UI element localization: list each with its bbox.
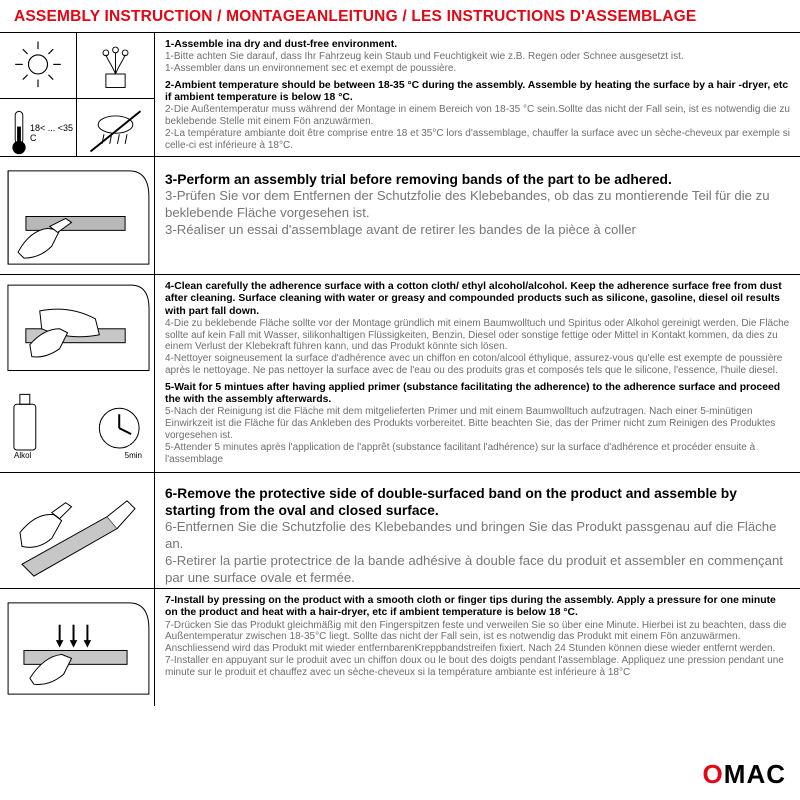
page: ASSEMBLY INSTRUCTION / MONTAGEANLEITUNG …	[0, 0, 800, 800]
step-text-6: 6-Remove the protective side of double-s…	[155, 473, 800, 588]
step-row-1: 18< ... <35 C 1-Assemble ina dry and dus…	[0, 32, 800, 156]
step-row-3: Alkol 5min 4-Clean carefully the adheren…	[0, 274, 800, 472]
illustration-env-temp: 18< ... <35 C	[0, 33, 155, 156]
step6-de: 6-Entfernen Sie die Schutzfolie des Kleb…	[165, 519, 790, 553]
illustration-clean-primer: Alkol 5min	[0, 275, 155, 472]
temp-range-label: 18< ... <35 C	[30, 123, 76, 143]
step7-fr: 7-Installer en appuyant sur le produit a…	[165, 655, 790, 679]
illustration-press	[0, 589, 155, 706]
bottle-label: Alkol	[14, 451, 31, 460]
step6-fr: 6-Retirer la partie protectrice de la ba…	[165, 553, 790, 587]
plant-icon	[77, 33, 154, 99]
illustration-trial	[0, 157, 155, 274]
step-row-4: 6-Remove the protective side of double-s…	[0, 472, 800, 588]
brand-logo: OMAC	[703, 759, 786, 790]
no-rain-icon	[77, 99, 154, 164]
step2-fr: 2-La température ambiante doit être comp…	[165, 128, 790, 152]
step5-en: 5-Wait for 5 mintues after having applie…	[165, 382, 790, 407]
brand-o: O	[703, 759, 724, 789]
header: ASSEMBLY INSTRUCTION / MONTAGEANLEITUNG …	[0, 0, 800, 32]
step5-fr: 5-Attender 5 minutes après l'application…	[165, 442, 790, 466]
step7-de: 7-Drücken Sie das Produkt gleichmäßig mi…	[165, 620, 790, 655]
step-text-1-2: 1-Assemble ina dry and dust-free environ…	[155, 33, 800, 156]
step3-en: 3-Perform an assembly trial before remov…	[165, 171, 790, 188]
step6-en: 6-Remove the protective side of double-s…	[165, 485, 790, 519]
step-row-5: 7-Install by pressing on the product wit…	[0, 588, 800, 706]
step-row-2: 3-Perform an assembly trial before remov…	[0, 156, 800, 274]
step1-fr: 1-Assembler dans un environnement sec et…	[165, 63, 790, 75]
brand-rest: MAC	[724, 759, 786, 789]
step-text-4-5: 4-Clean carefully the adherence surface …	[155, 275, 800, 472]
step-text-7: 7-Install by pressing on the product wit…	[155, 589, 800, 706]
footer: OMAC	[0, 753, 800, 800]
step-text-3: 3-Perform an assembly trial before remov…	[155, 157, 800, 274]
step4-en: 4-Clean carefully the adherence surface …	[165, 281, 790, 318]
timer-label: 5min	[125, 451, 142, 460]
step1-en: 1-Assemble ina dry and dust-free environ…	[165, 39, 790, 51]
step5-de: 5-Nach der Reinigung ist die Fläche mit …	[165, 406, 790, 441]
thermometer-icon: 18< ... <35 C	[0, 99, 77, 164]
step3-fr: 3-Réaliser un essai d'assemblage avant d…	[165, 222, 790, 239]
sun-icon	[0, 33, 77, 99]
step4-de: 4-Die zu beklebende Fläche sollte vor de…	[165, 318, 790, 353]
step7-en: 7-Install by pressing on the product wit…	[165, 595, 790, 620]
step2-en: 2-Ambient temperature should be between …	[165, 80, 790, 105]
step3-de: 3-Prüfen Sie vor dem Entfernen der Schut…	[165, 188, 790, 222]
step1-de: 1-Bitte achten Sie darauf, dass Ihr Fahr…	[165, 51, 790, 63]
illustration-peel	[0, 473, 155, 588]
page-title: ASSEMBLY INSTRUCTION / MONTAGEANLEITUNG …	[14, 8, 786, 26]
step2-de: 2-Die Außentemperatur muss während der M…	[165, 104, 790, 128]
step4-fr: 4-Nettoyer soigneusement la surface d'ad…	[165, 353, 790, 377]
